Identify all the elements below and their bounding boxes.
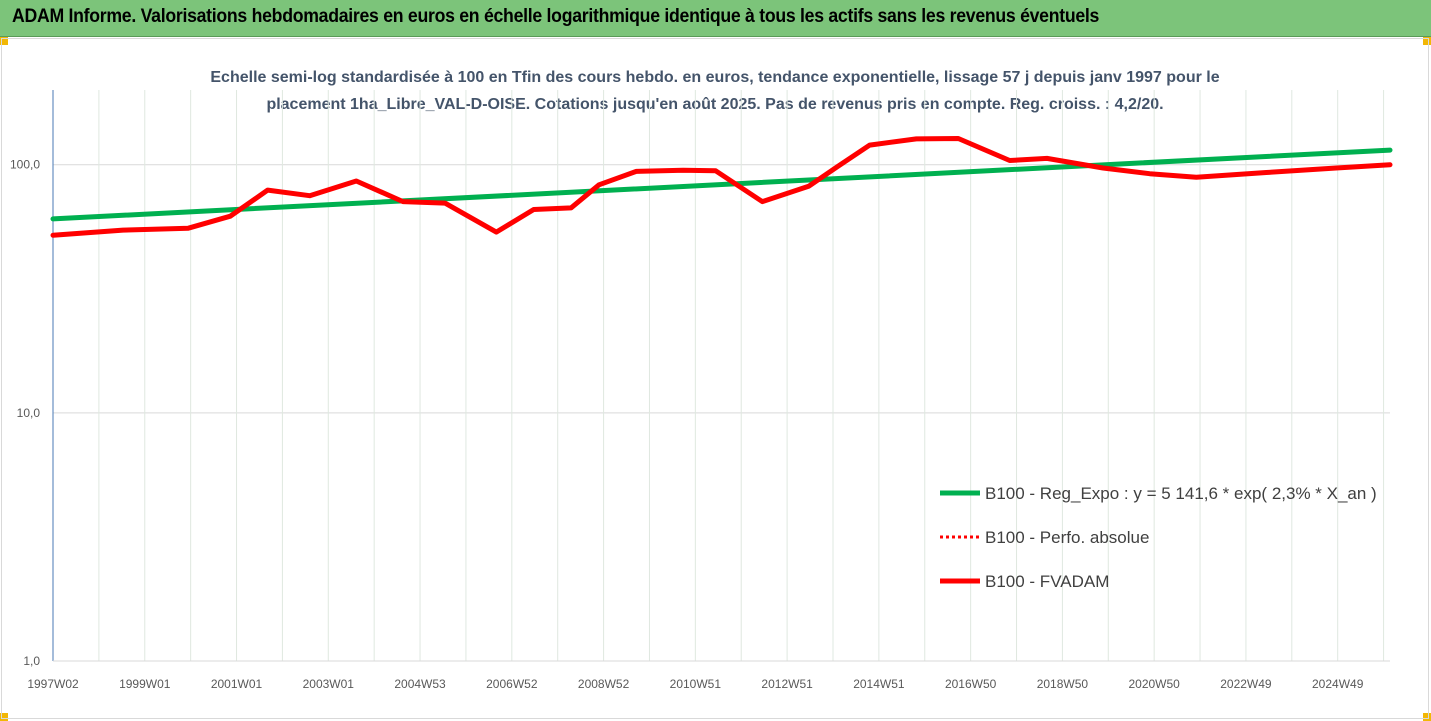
x-tick-label: 2012W51 — [761, 677, 813, 691]
x-tick-label: 2004W53 — [394, 677, 446, 691]
y-tick-label: 10,0 — [17, 406, 41, 420]
chart-title-line-1: Echelle semi-log standardisée à 100 en T… — [210, 69, 1220, 86]
x-tick-label: 1997W02 — [27, 677, 79, 691]
corner-handle-top-left[interactable] — [0, 37, 8, 45]
chart-title: Echelle semi-log standardisée à 100 en T… — [100, 64, 1330, 118]
y-tick-label: 100,0 — [10, 158, 40, 172]
series-lines — [50, 136, 1393, 238]
chart-title-line-2: placement 1ha_Libre_VAL-D-OISE. Cotation… — [266, 96, 1164, 113]
legend-label-1: B100 - Reg_Expo : y = 5 141,6 * exp( 2,3… — [985, 484, 1377, 503]
x-tick-label: 2022W49 — [1220, 677, 1272, 691]
series-line-1 — [50, 147, 1393, 222]
series-line-3 — [50, 136, 1393, 238]
x-tick-label: 2003W01 — [303, 677, 355, 691]
x-tick-label: 1999W01 — [119, 677, 171, 691]
corner-handle-bottom-right[interactable] — [1423, 713, 1431, 721]
x-tick-label: 2006W52 — [486, 677, 538, 691]
x-tick-label: 2014W51 — [853, 677, 905, 691]
x-tick-label: 2016W50 — [945, 677, 997, 691]
legend-label-2: B100 - Perfo. absolue — [985, 528, 1149, 547]
x-tick-label: 2001W01 — [211, 677, 263, 691]
axes — [52, 90, 1390, 662]
legend: B100 - Reg_Expo : y = 5 141,6 * exp( 2,3… — [940, 484, 1377, 591]
y-tick-label: 1,0 — [23, 654, 40, 668]
corner-handle-bottom-left[interactable] — [0, 713, 8, 721]
x-tick-label: 2010W51 — [670, 677, 722, 691]
x-tick-label: 2020W50 — [1128, 677, 1180, 691]
legend-label-3: B100 - FVADAM — [985, 572, 1109, 591]
x-tick-label: 2008W52 — [578, 677, 630, 691]
report-title: ADAM Informe. Valorisations hebdomadaire… — [12, 6, 1100, 27]
gridlines — [53, 90, 1390, 661]
x-axis-ticks: 1997W02 1999W01 2001W01 2003W01 2004W53 2006W… — [27, 677, 1363, 691]
report-banner: ADAM Informe. Valorisations hebdomadaire… — [0, 0, 1431, 37]
chart-area[interactable] — [1, 38, 1429, 719]
x-tick-label: 2024W49 — [1312, 677, 1364, 691]
y-axis-ticks: 1,0 10,0 100,0 — [10, 158, 40, 668]
corner-handle-top-right[interactable] — [1423, 37, 1431, 45]
x-tick-label: 2018W50 — [1037, 677, 1089, 691]
